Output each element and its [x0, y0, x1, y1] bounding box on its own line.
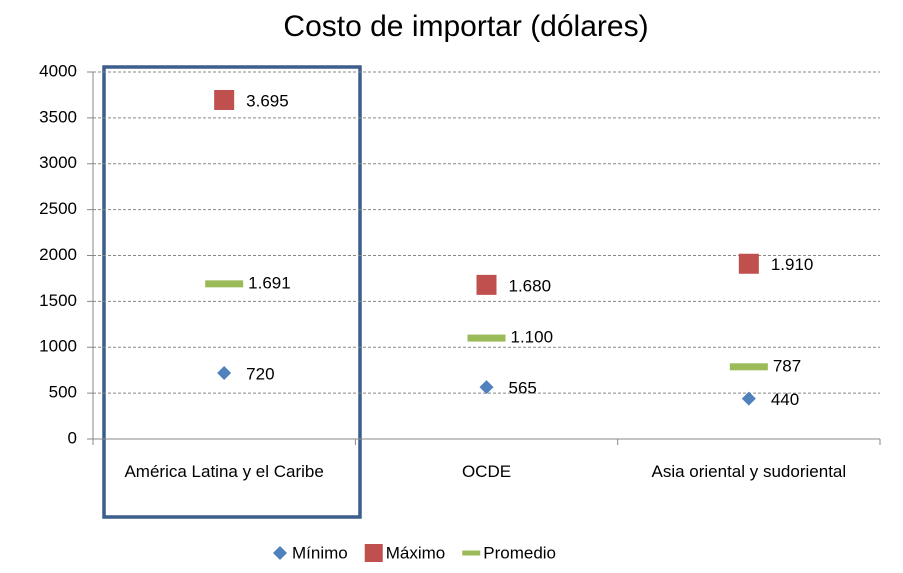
point — [217, 365, 232, 380]
data-label: 720 — [246, 364, 274, 383]
y-tick-label: 500 — [49, 383, 77, 402]
y-tick-label: 4000 — [39, 61, 77, 80]
point — [476, 274, 497, 295]
data-label: 3.695 — [246, 91, 289, 110]
data-label: 1.680 — [509, 276, 552, 295]
data-label: 1.100 — [511, 328, 554, 347]
x-tick-label: América Latina y el Caribe — [124, 462, 324, 481]
point — [205, 280, 244, 288]
x-tick-label: OCDE — [461, 462, 512, 481]
legend-label: Promedio — [483, 543, 556, 562]
point — [214, 89, 235, 110]
data-label: 1.910 — [771, 255, 814, 274]
point — [729, 363, 768, 371]
data-label: 565 — [509, 379, 537, 398]
data-label: 787 — [773, 356, 801, 375]
point — [467, 334, 506, 342]
y-tick-label: 1500 — [39, 291, 77, 310]
y-tick-label: 1000 — [39, 337, 77, 356]
point — [738, 253, 759, 274]
legend-item: Promedio — [462, 543, 556, 562]
y-tick-label: 3000 — [39, 153, 77, 172]
legend-label: Mínimo — [292, 543, 348, 562]
chart-title: Costo de importar (dólares) — [283, 10, 648, 43]
data-label: 440 — [771, 390, 799, 409]
legend-item: Máximo — [364, 543, 446, 562]
point — [741, 391, 756, 406]
legend-marker — [364, 544, 383, 562]
y-tick-label: 2000 — [39, 245, 77, 264]
y-tick-label: 3500 — [39, 107, 77, 126]
y-tick-label: 0 — [68, 428, 77, 447]
highlight-box — [102, 65, 362, 519]
legend-marker — [462, 550, 481, 556]
point — [479, 380, 494, 395]
data-label: 1.691 — [248, 273, 291, 292]
x-tick-label: Asia oriental y sudoriental — [651, 462, 847, 481]
y-tick-label: 2500 — [39, 199, 77, 218]
legend-label: Máximo — [386, 543, 446, 562]
legend-marker — [273, 546, 287, 560]
legend-item: Mínimo — [273, 543, 348, 562]
